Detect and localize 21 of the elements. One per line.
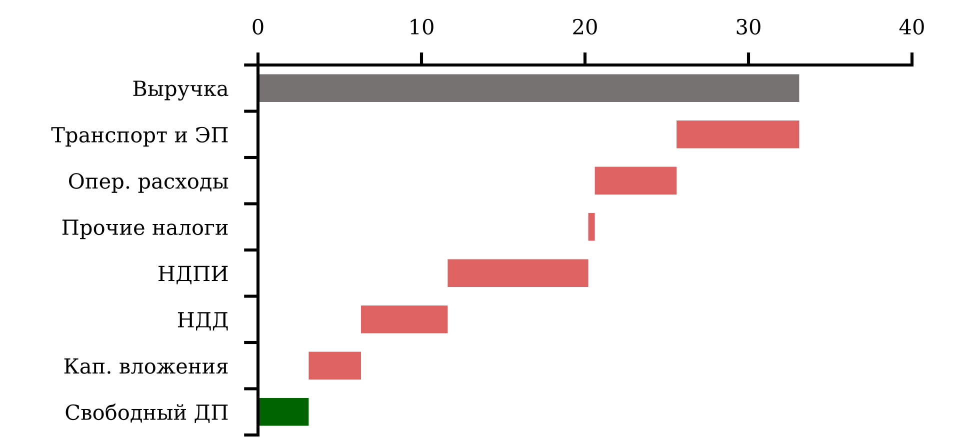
x-tick-label: 20 [573,18,597,35]
y-tick-label: Прочие налоги [62,220,228,240]
bar [594,166,677,194]
y-tick-label: Транспорт и ЭП [51,126,228,147]
y-tick-label: Кап. вложения [64,358,228,374]
bar [258,398,309,426]
y-tick-label: НДД [178,312,228,331]
y-tick-label: НДПИ [158,266,228,284]
x-tick-label: 10 [410,18,434,35]
bar [308,352,362,380]
bar [676,120,800,148]
bar [588,213,595,241]
bar [258,74,800,102]
bar [361,306,448,334]
bar [448,259,588,287]
y-tick-label: Выручка [133,80,228,101]
x-tick-label: 0 [252,18,264,35]
x-tick-label: 40 [899,18,924,35]
y-tick-label: Опер. расходы [69,173,228,193]
x-tick-label: 30 [736,18,760,35]
y-tick-label: Свободный ДП [66,404,228,424]
